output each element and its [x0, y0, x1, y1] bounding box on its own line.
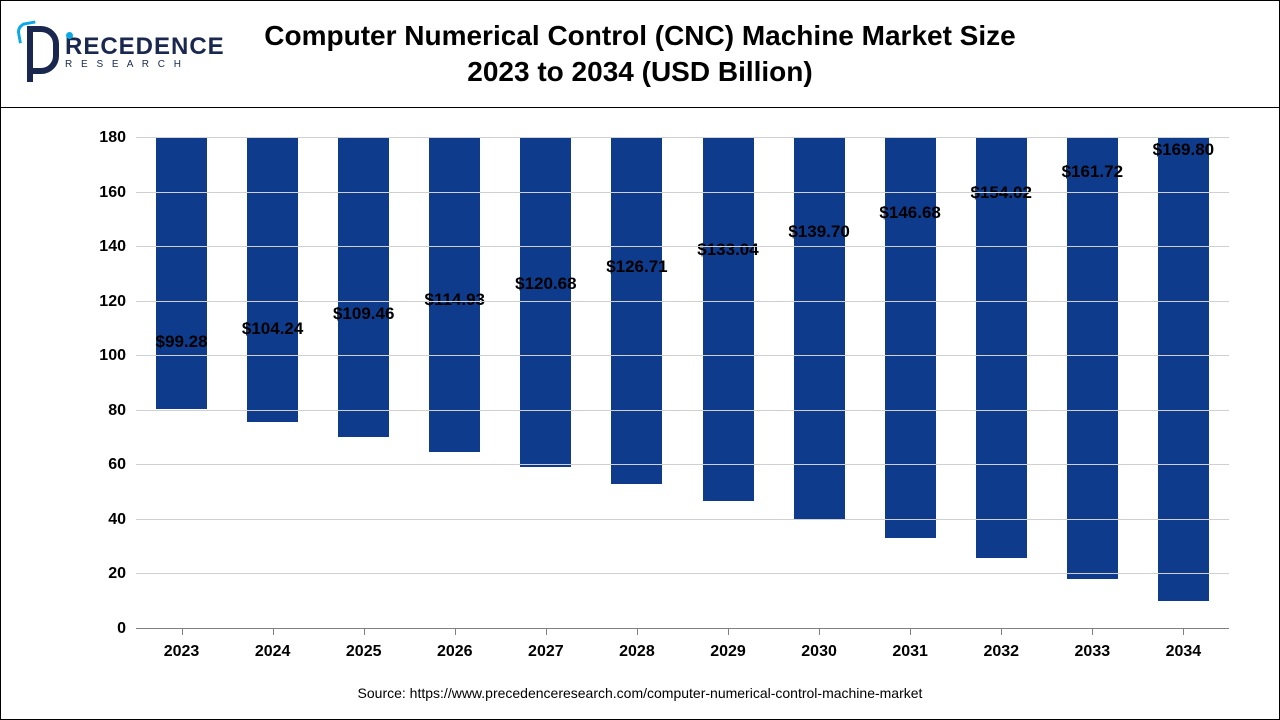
grid-line	[136, 519, 1229, 520]
logo-subtext: R E S E A R C H	[65, 59, 225, 70]
x-tick-label: 2030	[774, 643, 865, 661]
title-line-1: Computer Numerical Control (CNC) Machine…	[264, 20, 1015, 51]
y-tick-label: 120	[86, 293, 126, 311]
y-tick-label: 60	[86, 456, 126, 474]
bar-group: $161.72	[1047, 138, 1138, 629]
logo-mark-icon	[21, 26, 71, 76]
bars-group: $99.28 $104.24 $109.46 $114.93 $120.68 $126.7…	[136, 138, 1229, 629]
x-tick-mark	[637, 629, 638, 635]
chart-plot-area: $99.28 $104.24 $109.46 $114.93 $120.68 $126.7…	[136, 138, 1229, 629]
bar	[794, 138, 845, 519]
logo: RECEDENCE R E S E A R C H	[21, 26, 225, 76]
bar-group: $139.70	[774, 138, 865, 629]
grid-line	[136, 355, 1229, 356]
bar-value-label: $169.80	[1153, 140, 1214, 160]
bar-value-label: $146.68	[879, 203, 940, 223]
x-tick-mark	[1092, 629, 1093, 635]
y-tick-label: 20	[86, 565, 126, 583]
bar-value-label: $120.68	[515, 274, 576, 294]
bar-group: $169.80	[1138, 138, 1229, 629]
bar-value-label: $139.70	[788, 222, 849, 242]
bar	[520, 138, 571, 467]
x-axis-labels: 2023202420252026202720282029203020312032…	[136, 643, 1229, 661]
source-text: Source: https://www.precedenceresearch.c…	[1, 685, 1279, 701]
bar	[156, 138, 207, 409]
bar	[1067, 138, 1118, 579]
x-tick-mark	[546, 629, 547, 635]
x-tick-label: 2023	[136, 643, 227, 661]
x-tick-label: 2033	[1047, 643, 1138, 661]
bar	[338, 138, 389, 437]
grid-line	[136, 137, 1229, 138]
x-tick-mark	[728, 629, 729, 635]
y-tick-label: 180	[86, 129, 126, 147]
bar-group: $104.24	[227, 138, 318, 629]
chart-container: 020406080100120140160180 $99.28$104.24$1…	[0, 108, 1280, 720]
bar-value-label: $126.71	[606, 257, 667, 277]
x-axis-line	[136, 628, 1229, 629]
bar-value-label: $109.46	[333, 304, 394, 324]
bar-group: $99.28	[136, 138, 227, 629]
bar-group: $120.68	[500, 138, 591, 629]
x-tick-mark	[273, 629, 274, 635]
bar-group: $133.04	[682, 138, 773, 629]
bar-value-label: $161.72	[1062, 162, 1123, 182]
bar-group: $154.02	[956, 138, 1047, 629]
bar-group: $146.68	[865, 138, 956, 629]
y-tick-label: 80	[86, 402, 126, 420]
x-tick-label: 2028	[591, 643, 682, 661]
x-tick-label: 2029	[682, 643, 773, 661]
grid-line	[136, 464, 1229, 465]
bar	[885, 138, 936, 538]
x-tick-label: 2025	[318, 643, 409, 661]
bar	[1158, 138, 1209, 601]
x-tick-label: 2024	[227, 643, 318, 661]
y-axis: 020406080100120140160180	[96, 138, 136, 629]
logo-text: RECEDENCE	[65, 33, 225, 61]
bar-value-label: $133.04	[697, 240, 758, 260]
x-tick-mark	[819, 629, 820, 635]
bar	[247, 138, 298, 422]
x-tick-label: 2032	[956, 643, 1047, 661]
x-tick-mark	[455, 629, 456, 635]
bar-value-label: $104.24	[242, 319, 303, 339]
title-line-2: 2023 to 2034 (USD Billion)	[467, 56, 812, 87]
y-tick-label: 140	[86, 238, 126, 256]
x-tick-mark	[182, 629, 183, 635]
bar	[611, 138, 662, 484]
y-tick-label: 100	[86, 347, 126, 365]
x-tick-mark	[1183, 629, 1184, 635]
grid-line	[136, 192, 1229, 193]
grid-line	[136, 246, 1229, 247]
bar-group: $114.93	[409, 138, 500, 629]
y-tick-label: 160	[86, 184, 126, 202]
bar-value-label: $99.28	[156, 332, 208, 352]
grid-line	[136, 573, 1229, 574]
y-tick-label: 40	[86, 511, 126, 529]
x-tick-mark	[364, 629, 365, 635]
bar-group: $126.71	[591, 138, 682, 629]
bar-group: $109.46	[318, 138, 409, 629]
x-tick-label: 2026	[409, 643, 500, 661]
header: RECEDENCE R E S E A R C H Computer Numer…	[0, 0, 1280, 108]
grid-line	[136, 301, 1229, 302]
bar-value-label: $114.93	[425, 290, 486, 310]
x-tick-mark	[1001, 629, 1002, 635]
x-tick-label: 2031	[865, 643, 956, 661]
x-tick-label: 2034	[1138, 643, 1229, 661]
grid-line	[136, 410, 1229, 411]
y-tick-label: 0	[86, 620, 126, 638]
bar-value-label: $154.02	[971, 183, 1032, 203]
x-tick-mark	[910, 629, 911, 635]
x-tick-label: 2027	[500, 643, 591, 661]
